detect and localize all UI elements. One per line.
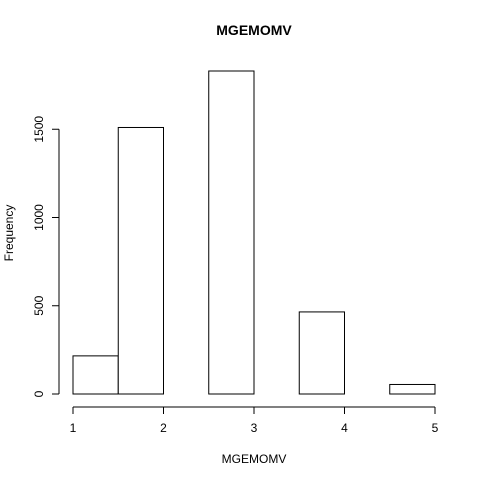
histogram-bar-4 [208,70,255,395]
y-tick-label: 1000 [32,204,46,231]
chart-title: MGEMOMV [216,22,292,38]
x-axis: 1 2 3 4 5 [70,406,439,435]
x-tick-label: 5 [432,421,439,435]
y-tick-label: 1500 [32,116,46,143]
histogram-bar-8 [389,383,436,395]
y-axis: 0 500 1000 1500 [32,116,60,397]
y-axis-label: Frequency [2,205,16,262]
bars-group [72,70,436,395]
x-tick-label: 3 [251,421,258,435]
x-tick-label: 2 [160,421,167,435]
x-tick-label: 1 [70,421,77,435]
histogram-bar-6 [298,311,345,395]
histogram-bar-1 [72,355,119,395]
histogram-bar-2 [117,126,164,395]
x-tick-label: 4 [341,421,348,435]
x-axis-label: MGEMOMV [222,452,287,466]
y-tick-label: 500 [32,295,46,315]
y-tick-label: 0 [32,390,46,397]
